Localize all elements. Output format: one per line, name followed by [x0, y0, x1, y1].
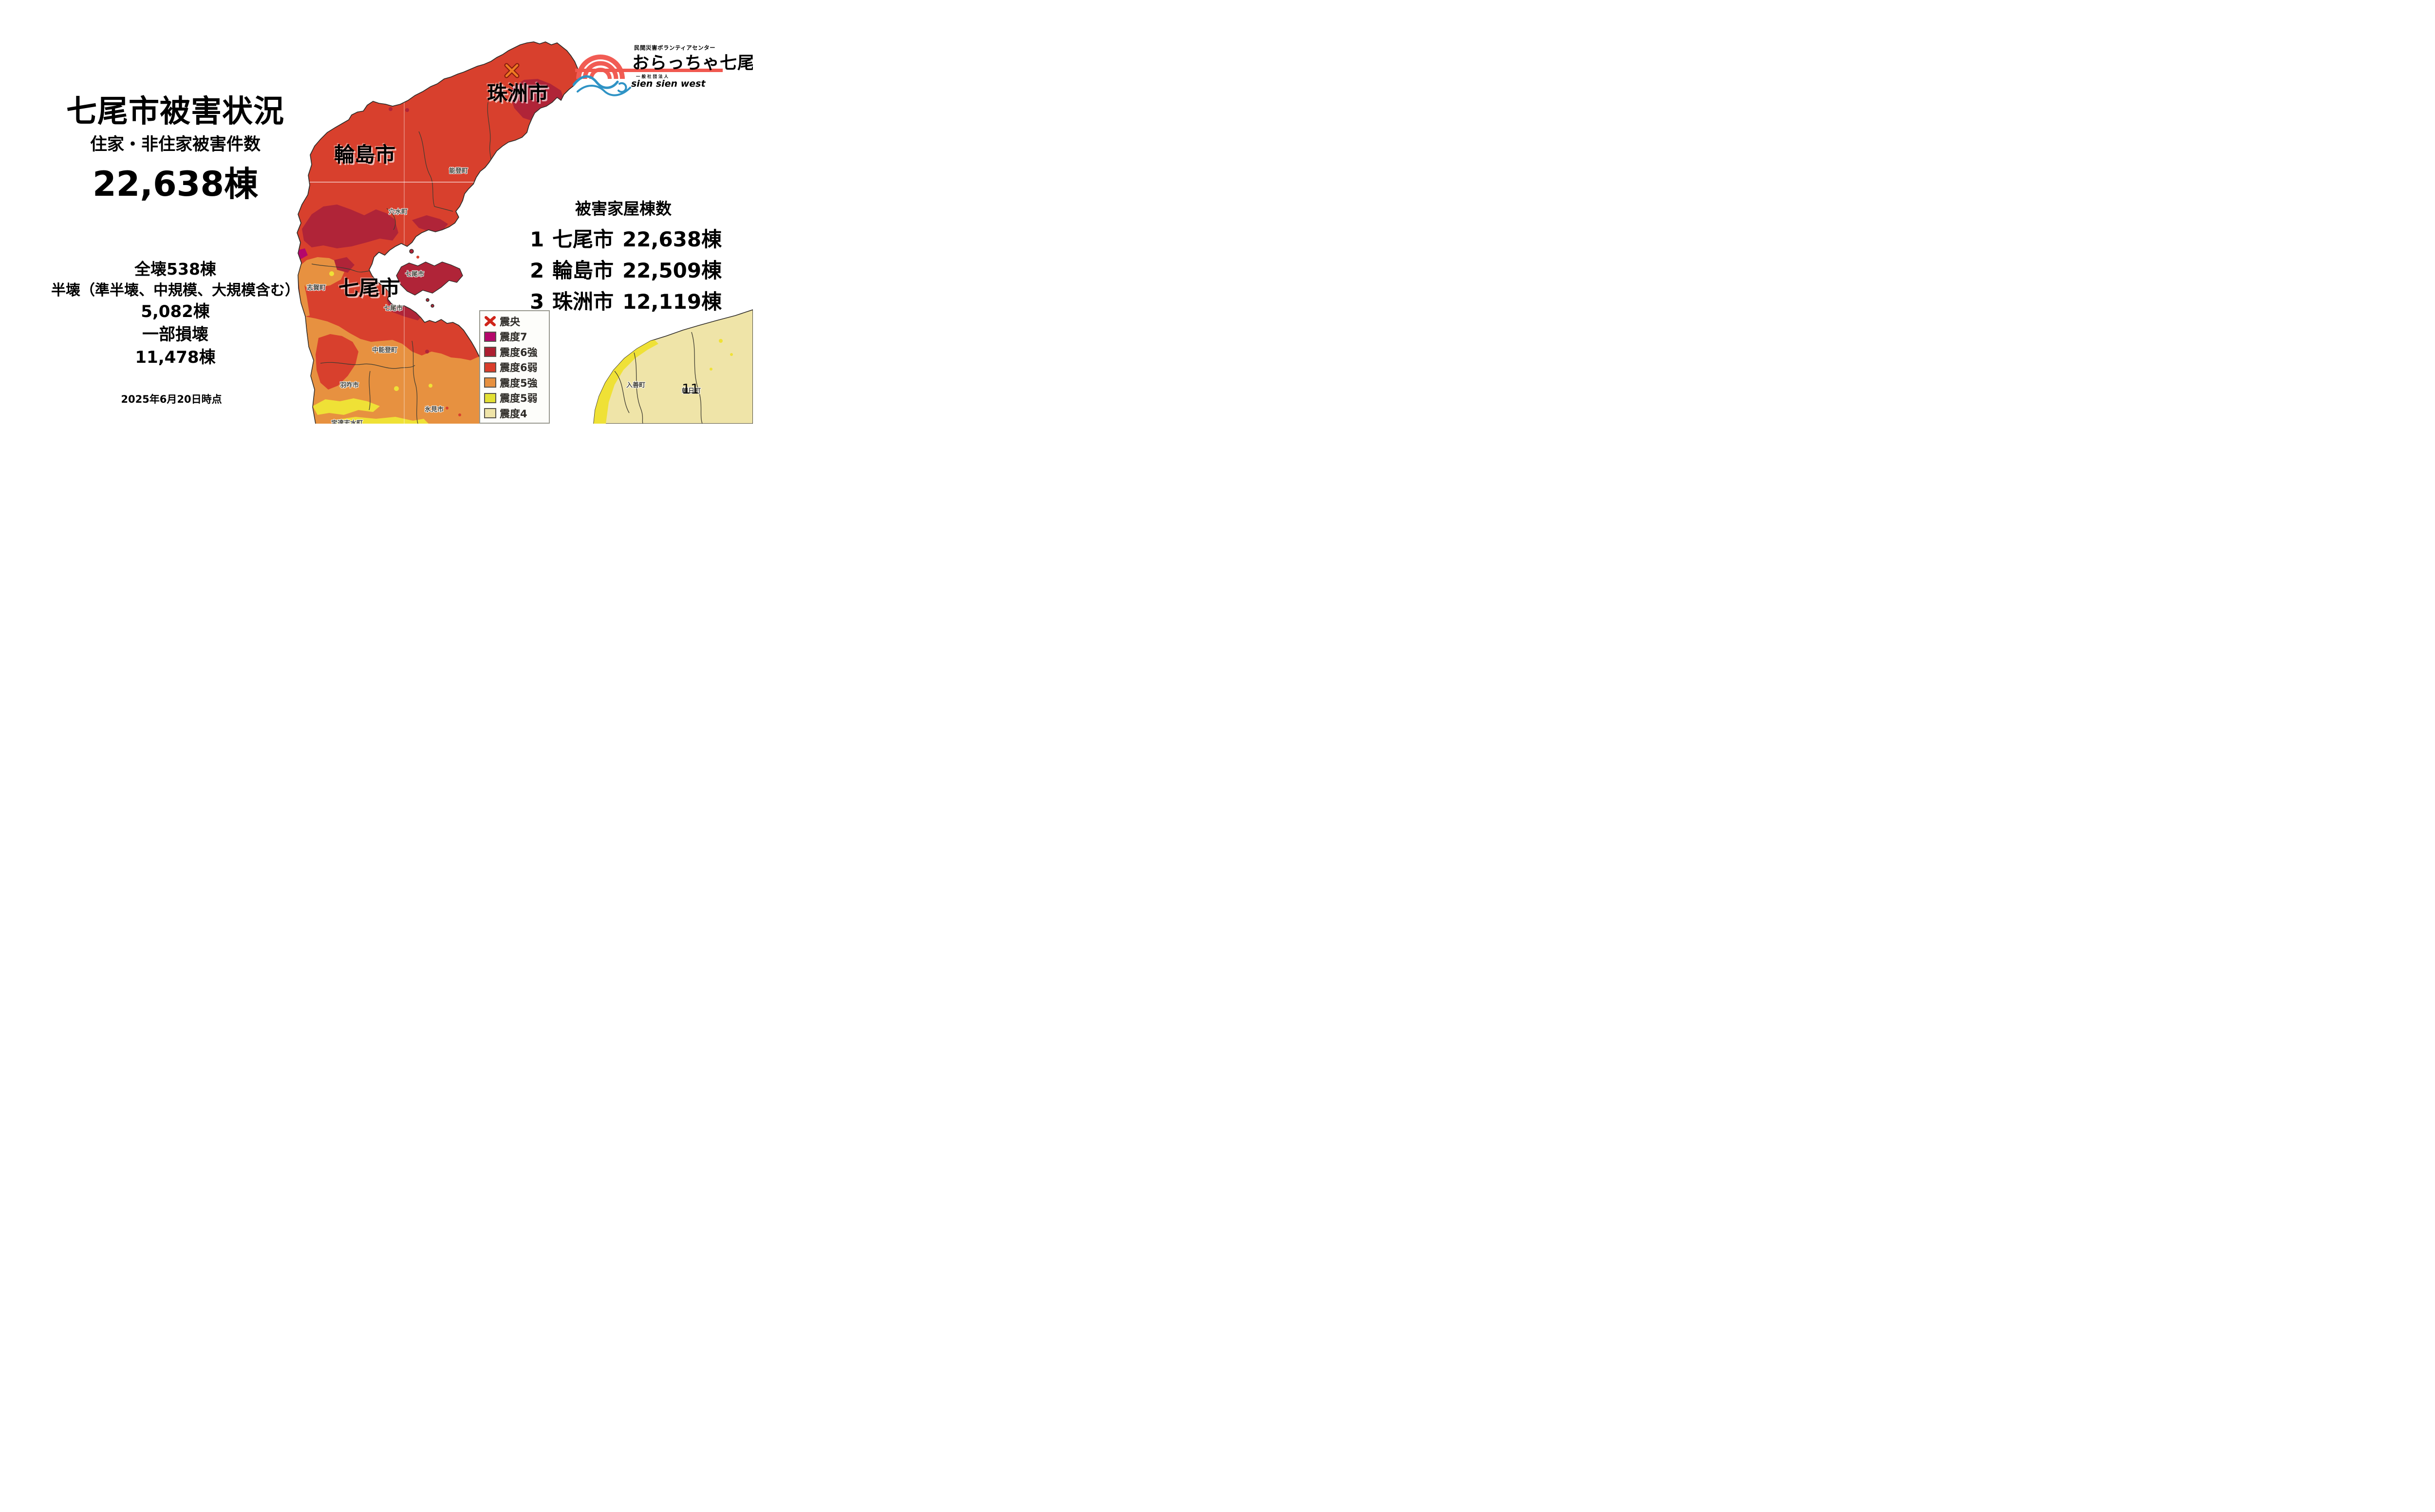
page-title: 七尾市被害状況	[66, 93, 284, 129]
rank-number: 1	[530, 227, 544, 251]
slide: 珠洲市 輪島市 七尾市 能登町 穴水町 志賀町 七尾市 七尾市 中能登町 羽咋市…	[0, 0, 753, 424]
damage-line: 全壊538棟	[134, 260, 216, 279]
map-label-nanao-small-1: 七尾市	[405, 271, 425, 278]
legend-swatch-shindo4	[484, 408, 496, 418]
map-label-asahi: 朝日町	[682, 388, 701, 395]
legend-label: 震度6弱	[500, 362, 538, 373]
page-subtitle: 住家・非住家被害件数	[90, 135, 261, 154]
legend-swatch-shindo6-weak	[484, 362, 496, 373]
legend-swatch-shindo5-strong	[484, 377, 496, 388]
rank-count: 22,509棟	[622, 259, 722, 282]
ranking-heading: 被害家屋棟数	[575, 199, 672, 218]
page-number: 11	[682, 381, 699, 397]
rank-city: 珠洲市	[552, 290, 614, 314]
damage-line: 5,082棟	[141, 301, 210, 321]
legend-row-epicenter: 震央	[484, 314, 546, 329]
rank-count: 12,119棟	[622, 290, 722, 314]
logo-legal-type: 一般社団法人	[636, 75, 670, 79]
map-label-nanao: 七尾市	[338, 276, 400, 300]
legend-row: 震度4	[484, 406, 546, 421]
map-label-hakui: 羽咋市	[340, 382, 359, 389]
logo-latin-name: sien sien west	[631, 78, 706, 89]
logo-underline-bar	[575, 69, 723, 72]
epicenter-legend-x-icon	[485, 316, 496, 326]
legend-label: 震度7	[500, 331, 527, 343]
legend-row: 震度6弱	[484, 360, 546, 375]
islet	[416, 256, 419, 259]
map-label-nyuzen: 入善町	[626, 382, 646, 389]
map-label-wajima: 輪島市	[334, 143, 396, 167]
rank-number: 2	[530, 259, 544, 282]
ranking-row: 1 七尾市 22,638棟	[530, 223, 739, 254]
map-label-nakanoto: 中能登町	[372, 347, 398, 354]
logo-center-type: 民間災害ボランティアセンター	[634, 44, 716, 51]
legend-label: 震度6強	[500, 346, 538, 358]
legend-swatch-shindo5-weak	[484, 392, 496, 403]
damage-line: 半壊（準半壊、中規模、大規模含む）	[51, 281, 300, 299]
map-label-suzu: 珠洲市	[487, 81, 549, 105]
rank-count: 22,638棟	[622, 227, 722, 251]
legend-label: 震度4	[500, 408, 527, 420]
logo-name: おらっちゃ七尾	[632, 54, 753, 73]
map-label-anamizu: 穴水町	[389, 208, 408, 216]
legend-row: 震度5強	[484, 375, 546, 390]
total-count: 22,638棟	[92, 164, 259, 204]
legend-row: 震度6強	[484, 344, 546, 359]
map-legend: 震央 震度7 震度6強 震度6弱 震度5強 震度5弱 震度4	[479, 310, 550, 424]
map-label-himi: 氷見市	[425, 406, 444, 413]
legend-row: 震度7	[484, 329, 546, 344]
as-of-date: 2025年6月20日時点	[121, 393, 222, 405]
rank-number: 3	[530, 290, 544, 314]
epicenter-x-icon	[504, 63, 520, 78]
damage-line: 11,478棟	[135, 347, 216, 367]
legend-swatch-shindo6-strong	[484, 347, 496, 357]
legend-row: 震度5弱	[484, 391, 546, 406]
seismic-intensity-map	[297, 41, 753, 424]
municipal-boundaries	[311, 102, 492, 424]
toyama-east-landmass	[593, 309, 753, 424]
patches-shindo5-weak	[313, 271, 432, 424]
toyama-yellow-specks	[710, 339, 733, 371]
organization-logo: 民間災害ボランティアセンター おらっちゃ七尾 一般社団法人 sien sien …	[573, 41, 753, 99]
map-label-shika: 志賀町	[307, 284, 326, 292]
ranking-list: 1 七尾市 22,638棟 2 輪島市 22,509棟 3 珠洲市 12,119…	[530, 223, 739, 317]
ranking-row: 2 輪島市 22,509棟	[530, 254, 739, 285]
noto-island	[396, 249, 463, 308]
rank-city: 七尾市	[552, 227, 614, 251]
legend-label: 震度5弱	[500, 392, 538, 404]
damage-breakdown: 全壊538棟 半壊（準半壊、中規模、大規模含む） 5,082棟 一部損壊 11,…	[19, 258, 331, 369]
legend-label: 震央	[500, 316, 520, 328]
ranking-row: 3 珠洲市 12,119棟	[530, 285, 739, 317]
map-label-hodatsushimizu: 宝達志水町	[331, 420, 363, 424]
legend-swatch-shindo7	[484, 331, 496, 342]
damage-line: 一部損壊	[142, 324, 208, 344]
toyama-boundaries	[614, 332, 703, 424]
map-label-nanao-small-2: 七尾市	[384, 305, 403, 312]
rank-city: 輪島市	[552, 259, 614, 282]
map-label-noto-town: 能登町	[449, 168, 468, 175]
legend-label: 震度5強	[500, 377, 538, 389]
